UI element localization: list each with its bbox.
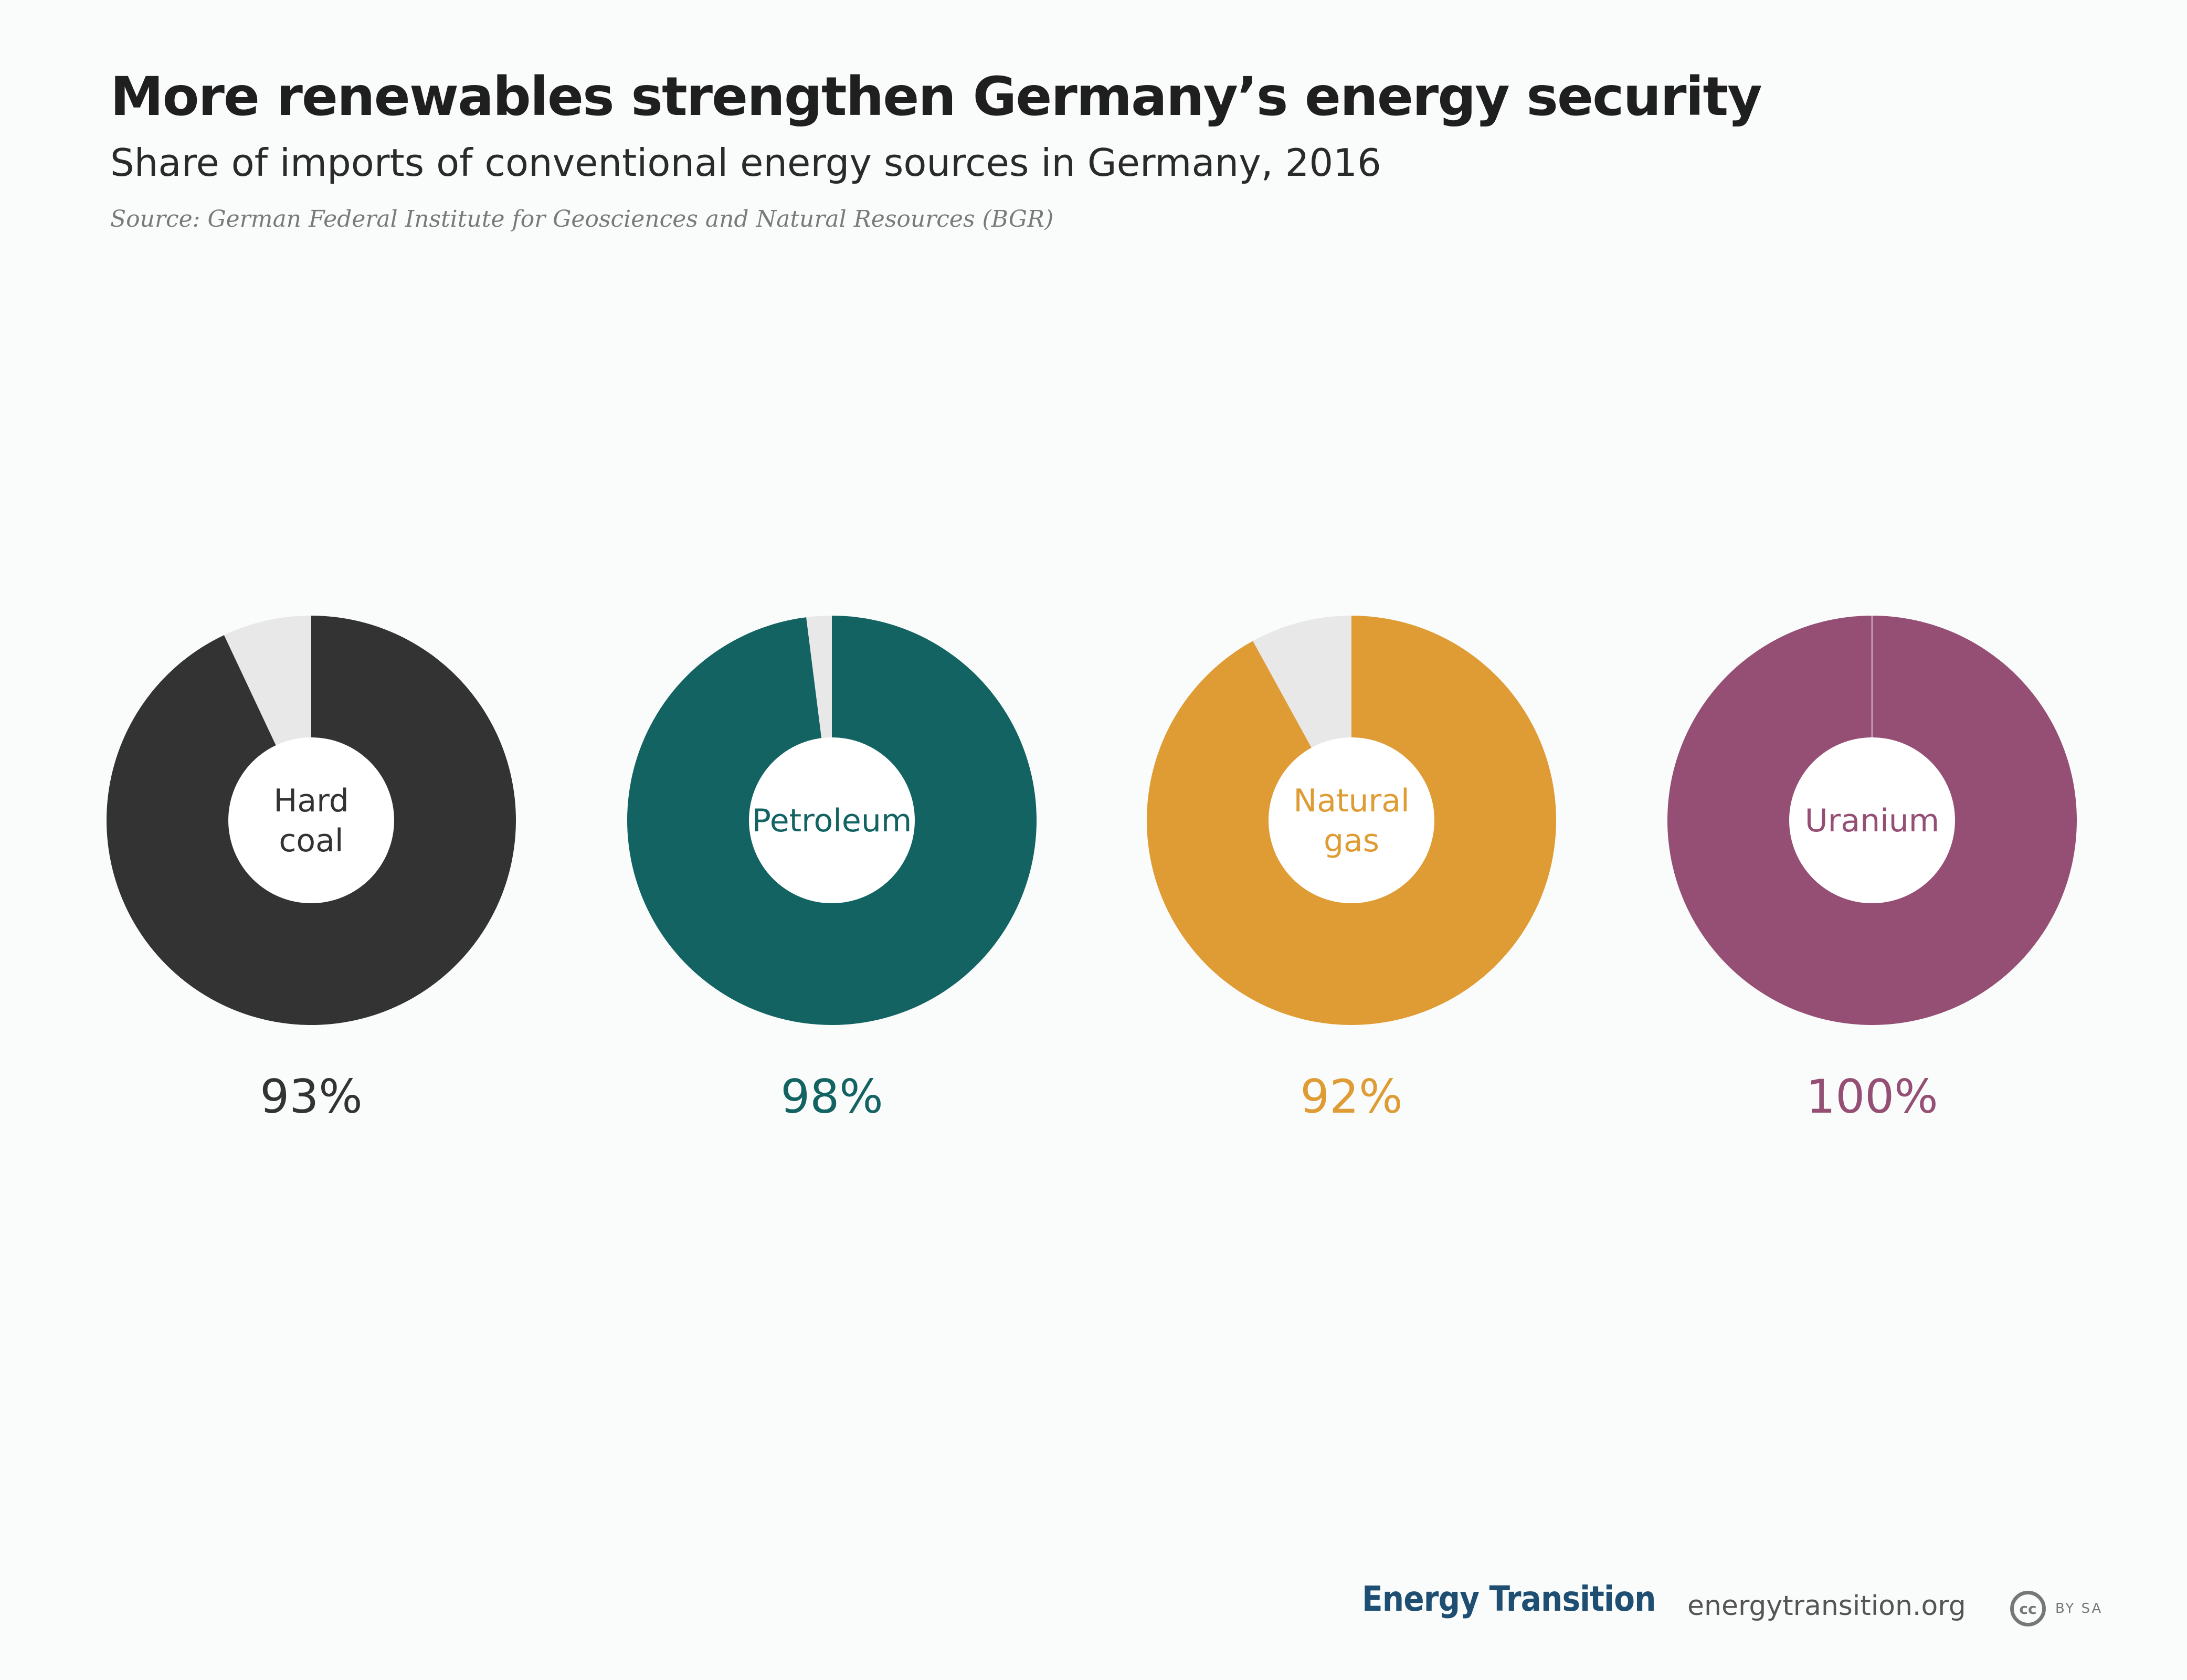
label-hard-coal-line-2: coal [279, 822, 343, 859]
value-label-uranium: 100% [1806, 1070, 1938, 1124]
chart-source: Source: German Federal Institute for Geo… [110, 206, 1054, 233]
donut-hole-petroleum [749, 737, 915, 903]
label-hard-coal-line-1: Hard [273, 783, 349, 819]
value-label-petroleum: 98% [780, 1070, 883, 1124]
footer-brand-logo[interactable]: Energy Transition [1362, 1579, 1656, 1619]
footer-url-link[interactable]: energytransition.org [1687, 1590, 1966, 1622]
chart-subtitle: Share of imports of conventional energy … [110, 141, 1381, 185]
value-label-hard-coal: 93% [260, 1070, 363, 1124]
donut-hole-natural-gas [1269, 737, 1434, 903]
value-label-natural-gas: 92% [1300, 1070, 1403, 1124]
label-natural-gas-line-1: Natural [1293, 783, 1409, 819]
label-petroleum-line-1: Petroleum [752, 802, 912, 839]
label-natural-gas-line-2: gas [1324, 822, 1379, 859]
donut-hole-uranium [1789, 737, 1955, 903]
donut-hole-hard-coal [228, 737, 394, 903]
chart-title: More renewables strengthen Germany’s ene… [110, 66, 1762, 128]
cc-icon: cc [2010, 1591, 2046, 1626]
label-uranium-line-1: Uranium [1805, 802, 1940, 839]
cc-license-badge[interactable]: cc BY SA [2010, 1588, 2141, 1630]
license-text: BY SA [2055, 1601, 2103, 1616]
